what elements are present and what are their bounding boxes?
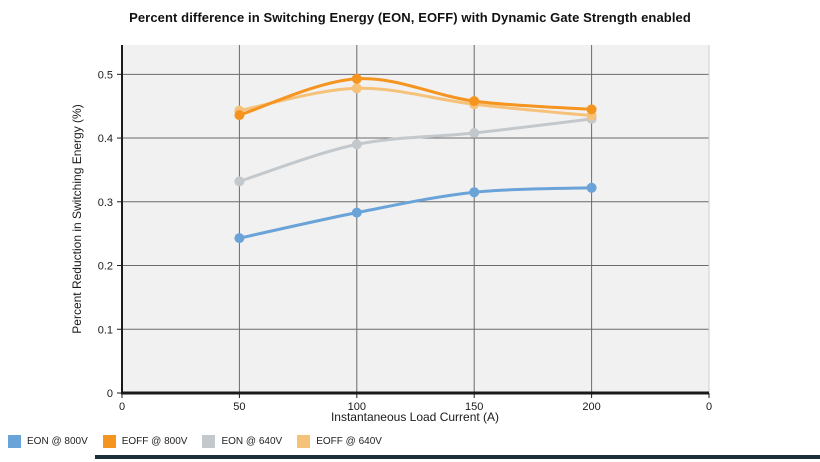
legend-item-1[interactable]: EOFF @ 800V bbox=[102, 434, 188, 448]
legend-label: EOFF @ 640V bbox=[316, 435, 382, 447]
y-tick-label: 0.3 bbox=[98, 197, 113, 209]
series-point bbox=[351, 139, 362, 150]
series-line-1 bbox=[237, 77, 594, 117]
series-point bbox=[586, 104, 597, 115]
series-line-3 bbox=[237, 86, 594, 118]
legend-swatch bbox=[8, 434, 21, 448]
y-axis-title: Percent Reduction in Switching Energy (%… bbox=[70, 104, 84, 333]
series-point bbox=[469, 128, 480, 138]
window-bottom-edge bbox=[95, 455, 820, 459]
y-tick-label: 0.4 bbox=[98, 133, 113, 145]
legend-swatch bbox=[102, 434, 116, 448]
y-tick-label: 0.2 bbox=[98, 261, 113, 273]
legend-item-0[interactable]: EON @ 800V bbox=[8, 434, 88, 448]
chart-title: Percent difference in Switching Energy (… bbox=[129, 10, 691, 25]
legend: EON @ 800V EOFF @ 800V EON @ 640V EOFF @ 64… bbox=[8, 433, 382, 449]
x-axis-title: Instantaneous Load Current (A) bbox=[331, 410, 499, 424]
y-tick-label: 0.1 bbox=[98, 324, 113, 336]
series-point bbox=[234, 110, 245, 121]
series-point bbox=[234, 233, 245, 244]
legend-swatch bbox=[202, 434, 216, 448]
series-line-2 bbox=[237, 117, 594, 183]
legend-item-3[interactable]: EOFF @ 640V bbox=[297, 434, 382, 448]
series-point bbox=[234, 176, 245, 187]
legend-item-2[interactable]: EON @ 640V bbox=[202, 434, 283, 448]
series-point bbox=[586, 182, 597, 193]
x-tick-label: 100 bbox=[348, 401, 366, 413]
x-tick-label: 0 bbox=[706, 401, 712, 413]
x-tick-label: 0 bbox=[119, 401, 125, 413]
legend-label: EON @ 800V bbox=[27, 435, 88, 447]
legend-label: EON @ 640V bbox=[221, 435, 283, 447]
series-point bbox=[469, 187, 480, 198]
series-point bbox=[351, 83, 362, 94]
series-point bbox=[351, 207, 362, 218]
y-tick-label: 0.5 bbox=[98, 69, 113, 81]
plot-area bbox=[122, 45, 709, 393]
series-point bbox=[351, 73, 362, 84]
x-tick-label: 150 bbox=[465, 401, 483, 413]
x-tick-label: 50 bbox=[233, 401, 245, 413]
legend-swatch bbox=[297, 434, 311, 448]
legend-label: EOFF @ 800V bbox=[121, 435, 188, 447]
series-point bbox=[469, 96, 480, 107]
y-tick-label: 0 bbox=[107, 388, 113, 400]
series-line-0 bbox=[237, 186, 594, 240]
x-tick-label: 200 bbox=[582, 401, 600, 413]
